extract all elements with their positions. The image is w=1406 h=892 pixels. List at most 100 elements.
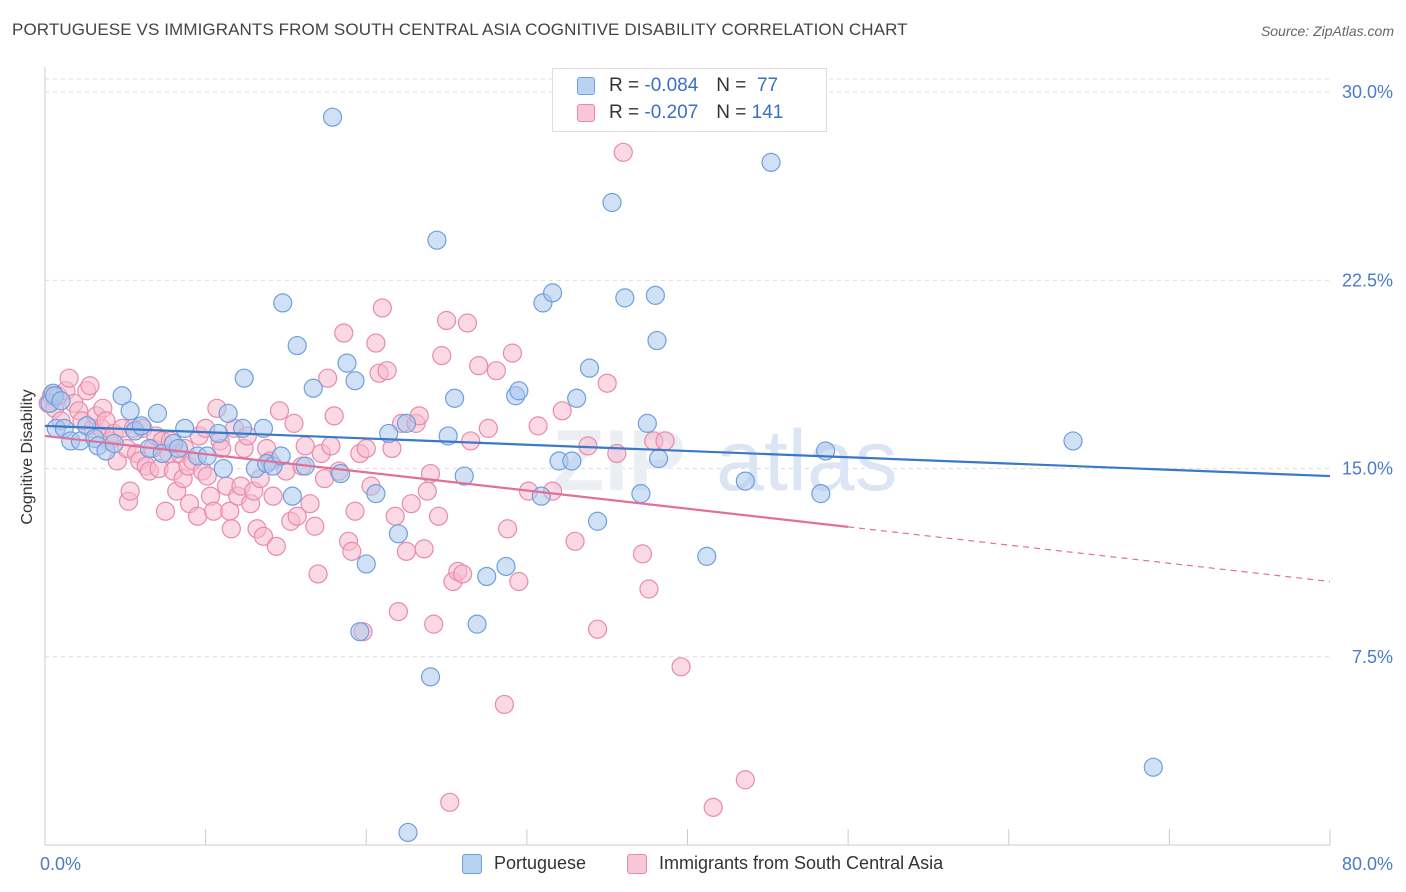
immigrant-point bbox=[655, 431, 675, 451]
immigrant-point bbox=[396, 541, 417, 561]
legend-n-label: N = bbox=[716, 102, 747, 123]
legend-n-value: 141 bbox=[751, 102, 784, 123]
immigrant-point bbox=[300, 494, 320, 514]
portuguese-point bbox=[542, 283, 563, 303]
x-tick-label-max: 80.0% bbox=[1342, 854, 1393, 874]
portuguese-point bbox=[509, 381, 529, 401]
portuguese-point bbox=[735, 471, 755, 491]
immigrant-point bbox=[613, 142, 633, 162]
portuguese-point bbox=[213, 458, 233, 479]
y-tick-label: 7.5% bbox=[1352, 647, 1393, 667]
portuguese-point bbox=[131, 416, 151, 436]
immigrant-point bbox=[366, 333, 386, 353]
watermark: ZIP atlas bbox=[552, 413, 898, 509]
portuguese-point bbox=[218, 403, 238, 423]
immigrant-point bbox=[565, 531, 585, 551]
immigrant-point bbox=[59, 368, 79, 388]
immigrant-point bbox=[334, 323, 354, 343]
portuguese-point bbox=[112, 386, 132, 406]
portuguese-point bbox=[645, 285, 665, 305]
immigrant-point bbox=[424, 614, 444, 634]
y-tick-label: 30.0% bbox=[1342, 82, 1393, 102]
portuguese-point bbox=[1063, 431, 1083, 451]
immigrant-point bbox=[385, 506, 405, 526]
immigrant-point bbox=[453, 564, 473, 584]
immigrant-point bbox=[414, 539, 434, 559]
immigrant-point bbox=[486, 361, 506, 381]
legend-r-value: -0.084 bbox=[644, 75, 699, 96]
legend-r-label: R = bbox=[609, 75, 640, 96]
immigrant-point bbox=[372, 298, 392, 318]
portuguese-point bbox=[388, 524, 408, 544]
portuguese-point bbox=[273, 293, 293, 313]
legend-row-portuguese: R = -0.084 N = 77 bbox=[577, 74, 778, 98]
immigrant-point bbox=[428, 506, 449, 526]
immigrant-point bbox=[80, 376, 100, 396]
y-tick-label: 22.5% bbox=[1342, 270, 1393, 290]
y-tick-labels: 7.5% 15.0% 22.5% 30.0% bbox=[1342, 82, 1393, 667]
immigrant-point bbox=[671, 657, 691, 677]
immigrant-point bbox=[509, 571, 529, 592]
immigrant-point bbox=[377, 361, 397, 381]
legend-n-label: N = bbox=[716, 75, 747, 96]
portuguese-point bbox=[697, 546, 717, 566]
portuguese-point bbox=[120, 401, 140, 421]
legend-swatch-pink bbox=[577, 104, 595, 122]
immigrant-point bbox=[703, 797, 723, 817]
immigrant-point bbox=[187, 506, 208, 526]
legend-row-immigrants: R = -0.207 N = 141 bbox=[577, 101, 783, 125]
immigrant-point bbox=[269, 401, 290, 421]
portuguese-point bbox=[356, 554, 376, 574]
stats-legend: R = -0.084 N = 77 R = -0.207 N = 141 bbox=[552, 68, 827, 132]
immigrant-point bbox=[432, 346, 452, 366]
immigrant-point bbox=[587, 619, 608, 639]
immigrant-point bbox=[502, 343, 523, 363]
immigrant-point bbox=[461, 431, 481, 451]
immigrant-point bbox=[494, 694, 514, 715]
y-tick-label: 15.0% bbox=[1342, 459, 1393, 479]
portuguese-point bbox=[602, 192, 622, 213]
portuguese-point bbox=[147, 403, 168, 423]
immigrant-point bbox=[552, 401, 572, 421]
immigrant-point bbox=[597, 373, 617, 393]
immigrant-point bbox=[318, 368, 338, 388]
portuguese-point bbox=[330, 463, 351, 484]
immigrant-point bbox=[204, 501, 224, 521]
portuguese-point bbox=[531, 486, 551, 506]
portuguese-point bbox=[168, 438, 188, 459]
immigrant-point bbox=[632, 544, 653, 564]
chart-source: Source: ZipAtlas.com bbox=[1260, 23, 1394, 39]
trend-line-immigrants-extrapolated bbox=[848, 526, 1331, 583]
trend-lines bbox=[44, 424, 1331, 583]
portuguese-point bbox=[1143, 757, 1163, 777]
plot-axes bbox=[44, 67, 1330, 846]
x-tick-label-min: 0.0% bbox=[40, 854, 81, 874]
portuguese-point bbox=[303, 378, 323, 398]
immigrant-point bbox=[305, 516, 325, 536]
portuguese-point bbox=[477, 566, 497, 587]
portuguese-point bbox=[322, 107, 343, 127]
portuguese-point bbox=[398, 822, 418, 843]
immigrant-point bbox=[155, 501, 176, 521]
portuguese-point bbox=[567, 388, 587, 408]
portuguese-point bbox=[467, 614, 487, 634]
portuguese-point bbox=[175, 418, 195, 438]
immigrant-point bbox=[308, 564, 328, 584]
immigrant-point bbox=[221, 519, 241, 539]
legend-label-immigrants: Immigrants from South Central Asia bbox=[659, 853, 944, 873]
legend-label-portuguese: Portuguese bbox=[494, 853, 587, 873]
immigrant-point bbox=[345, 501, 365, 521]
immigrant-point bbox=[388, 601, 408, 622]
trend-line-portuguese bbox=[44, 424, 1331, 478]
grid-lines bbox=[45, 78, 1330, 658]
portuguese-point bbox=[648, 448, 669, 469]
portuguese-point bbox=[427, 230, 447, 250]
portuguese-point bbox=[420, 667, 441, 687]
immigrant-point bbox=[498, 519, 518, 539]
immigrant-point bbox=[263, 486, 283, 506]
immigrant-point bbox=[342, 541, 362, 561]
legend-swatch-blue bbox=[462, 853, 482, 874]
trend-line-immigrants bbox=[44, 434, 849, 528]
legend-n-value: 77 bbox=[756, 75, 779, 96]
